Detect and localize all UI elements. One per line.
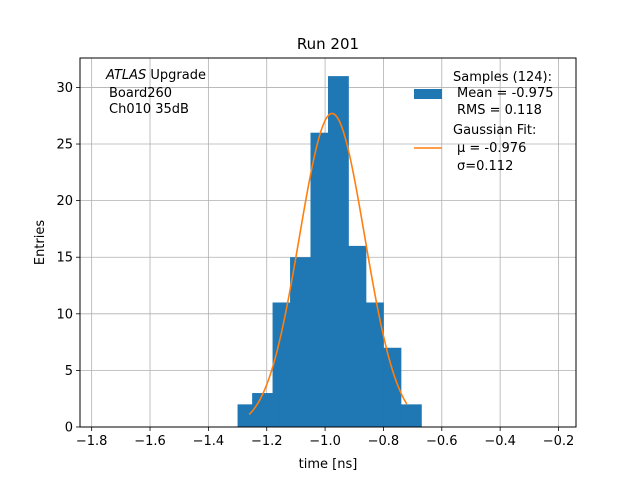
legend-samples-rms: RMS = 0.118	[457, 103, 542, 118]
legend-samples-mean: Mean = -0.975	[457, 86, 553, 101]
y-tick-label: 30	[56, 81, 73, 96]
annotation-line-1: ATLAS Upgrade	[105, 68, 206, 83]
histogram-bar	[252, 393, 273, 427]
legend-fit-title: Gaussian Fit:	[453, 123, 536, 138]
x-tick-label: −1.8	[76, 434, 108, 449]
legend: Samples (124): Mean = -0.975 RMS = 0.118…	[414, 70, 553, 174]
y-tick-label: 15	[56, 251, 73, 266]
y-tick-label: 25	[56, 138, 73, 153]
axis-ticks: −1.8 −1.6 −1.4 −1.2 −1.0 −0.8 −0.6 −0.4 −0.2 0 5 10…	[56, 81, 574, 449]
histogram-bar	[365, 302, 384, 427]
x-tick-label: −1.0	[309, 434, 341, 449]
x-tick-label: −0.2	[543, 434, 575, 449]
x-tick-label: −1.4	[193, 434, 225, 449]
plot-frame	[79, 57, 577, 428]
annotation-atlas: ATLAS	[105, 68, 146, 83]
annotation-upgrade: Upgrade	[146, 68, 206, 83]
legend-fit-mu: μ = -0.976	[457, 141, 526, 156]
histogram-bar	[328, 76, 349, 428]
annotation-box: ATLAS Upgrade Board260 Ch010 35dB	[105, 68, 206, 117]
y-axis-label: Entries	[33, 220, 48, 266]
y-tick-label: 20	[56, 194, 73, 209]
legend-samples-swatch	[414, 89, 442, 99]
histogram-bar	[310, 132, 329, 428]
histogram-bar	[400, 404, 422, 427]
x-tick-label: −1.6	[134, 434, 166, 449]
histogram-bar	[272, 302, 291, 427]
legend-samples-title: Samples (124):	[453, 70, 552, 85]
annotation-line-3: Ch010 35dB	[109, 102, 189, 117]
gaussian-fit-line	[248, 112, 408, 415]
legend-fit-sigma: σ=0.112	[457, 159, 513, 174]
y-tick-label: 5	[65, 364, 73, 379]
x-tick-label: −0.8	[368, 434, 400, 449]
y-tick-label: 0	[65, 421, 73, 436]
x-tick-label: −1.2	[251, 434, 283, 449]
x-axis-label: time [ns]	[299, 457, 358, 472]
x-tick-label: −0.4	[484, 434, 516, 449]
chart-title: Run 201	[297, 35, 359, 53]
histogram-bar	[348, 245, 367, 427]
histogram-bar	[383, 347, 402, 427]
histogram-bars	[237, 76, 422, 428]
x-tick-label: −0.6	[426, 434, 458, 449]
annotation-line-2: Board260	[109, 86, 172, 101]
histogram-bar	[290, 257, 311, 427]
fit-layer	[248, 112, 408, 415]
histogram-bar	[237, 404, 253, 427]
y-tick-label: 10	[56, 307, 73, 322]
